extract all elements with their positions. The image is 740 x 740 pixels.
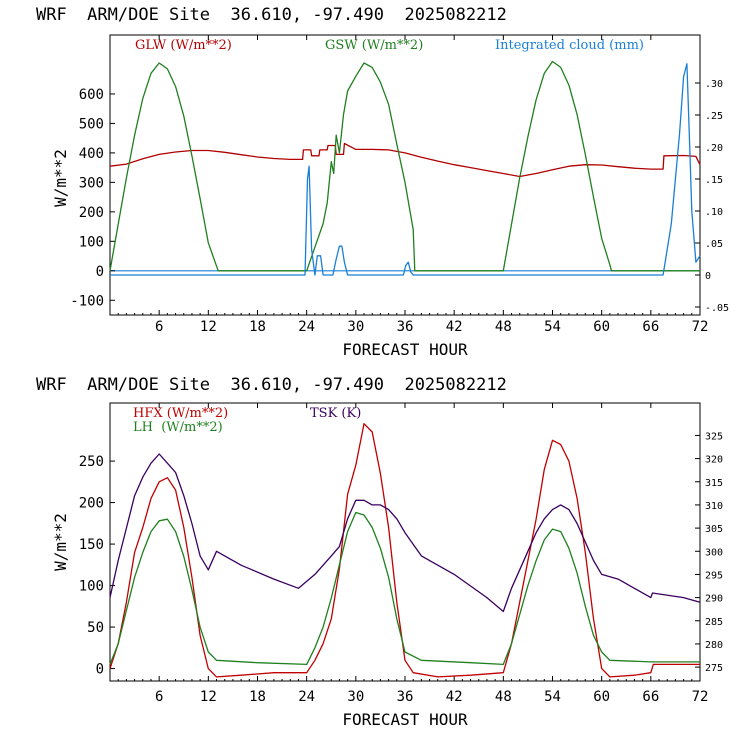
chart1-plot-frame [109, 34, 701, 316]
y-tick-label: 0 [96, 662, 104, 678]
x-tick-label: 30 [347, 319, 364, 335]
y2-tick-label: 280 [705, 640, 723, 651]
y2-tick-label: 320 [705, 455, 723, 466]
x-tick-label: 12 [200, 319, 217, 335]
x-tick-label: 60 [593, 319, 610, 335]
y2-tick-label: .10 [705, 207, 723, 218]
x-tick-label: 6 [155, 689, 163, 705]
x-tick-label: 18 [249, 689, 266, 705]
x-tick-label: 54 [544, 319, 561, 335]
series-line-3 [109, 453, 701, 613]
x-tick-label: 36 [397, 319, 414, 335]
y2-tick-label: .05 [705, 239, 723, 250]
surface-flux-chart: WRF ARM/DOE Site 36.610, -97.490 2025082… [36, 375, 723, 729]
y-tick-label: 150 [79, 537, 104, 553]
y2-tick-label: 0 [705, 271, 711, 282]
chart1-legend-cloud: Integrated cloud (mm) [495, 38, 644, 53]
y-tick-label: 100 [79, 579, 104, 595]
chart2-x-axis-label: FORECAST HOUR [342, 710, 468, 729]
x-tick-label: 48 [495, 689, 512, 705]
series-line-3 [110, 63, 701, 276]
chart2-legend-lh: LH (W/m**2) [133, 420, 223, 435]
y2-tick-label: 325 [705, 431, 723, 442]
y-tick-label: 50 [87, 620, 104, 636]
y2-tick-label: -.05 [705, 303, 729, 314]
y2-tick-label: .20 [705, 143, 723, 154]
y-tick-label: 600 [79, 87, 104, 103]
x-tick-label: 12 [200, 689, 217, 705]
series-line-1 [109, 142, 701, 178]
y2-tick-label: 275 [705, 663, 723, 674]
x-tick-label: 24 [298, 319, 315, 335]
x-tick-label: 30 [347, 689, 364, 705]
y-tick-label: 100 [79, 234, 104, 250]
x-tick-label: 60 [593, 689, 610, 705]
y2-tick-label: 305 [705, 524, 723, 535]
x-tick-label: 6 [155, 319, 163, 335]
x-tick-label: 72 [692, 319, 709, 335]
y2-tick-label: .25 [705, 111, 723, 122]
x-tick-label: 66 [642, 689, 659, 705]
y-tick-label: 500 [79, 116, 104, 132]
y2-tick-label: 315 [705, 478, 723, 489]
x-tick-label: 54 [544, 689, 561, 705]
y2-tick-label: 285 [705, 617, 723, 628]
chart2-plot-frame [109, 402, 701, 682]
x-tick-label: 18 [249, 319, 266, 335]
y2-tick-label: 290 [705, 594, 723, 605]
series-line-2 [109, 511, 700, 666]
y2-tick-label: 310 [705, 501, 723, 512]
x-tick-label: 66 [642, 319, 659, 335]
chart2-y-axis-label: W/m**2 [51, 513, 70, 571]
chart1-legend-gsw: GSW (W/m**2) [325, 38, 423, 53]
y-tick-label: 300 [79, 175, 104, 191]
y-tick-label: 200 [79, 205, 104, 221]
y-tick-label: 200 [79, 496, 104, 512]
chart1-x-axis-label: FORECAST HOUR [342, 340, 468, 359]
y2-tick-label: .15 [705, 175, 723, 186]
y-tick-label: 250 [79, 454, 104, 470]
chart1-title: WRF ARM/DOE Site 36.610, -97.490 2025082… [36, 5, 507, 25]
y-tick-label: 400 [79, 146, 104, 162]
x-tick-label: 72 [692, 689, 709, 705]
x-tick-label: 36 [397, 689, 414, 705]
x-tick-label: 42 [446, 319, 463, 335]
chart1-legend-glw: GLW (W/m**2) [135, 38, 232, 53]
x-tick-label: 42 [446, 689, 463, 705]
chart2-legend-tsk: TSK (K) [310, 406, 361, 421]
radiation-cloud-chart: WRF ARM/DOE Site 36.610, -97.490 2025082… [36, 5, 729, 359]
chart2-title: WRF ARM/DOE Site 36.610, -97.490 2025082… [36, 375, 507, 395]
y-tick-label: 0 [96, 264, 104, 280]
y2-tick-label: 300 [705, 547, 723, 558]
y-tick-label: -100 [70, 293, 104, 309]
x-tick-label: 24 [298, 689, 315, 705]
series-line-2 [109, 60, 700, 272]
chart2-legend-hfx: HFX (W/m**2) [133, 406, 228, 421]
y2-tick-label: 295 [705, 570, 723, 581]
y2-tick-label: .30 [705, 79, 723, 90]
chart1-y-axis-label: W/m**2 [51, 149, 70, 207]
x-tick-label: 48 [495, 319, 512, 335]
